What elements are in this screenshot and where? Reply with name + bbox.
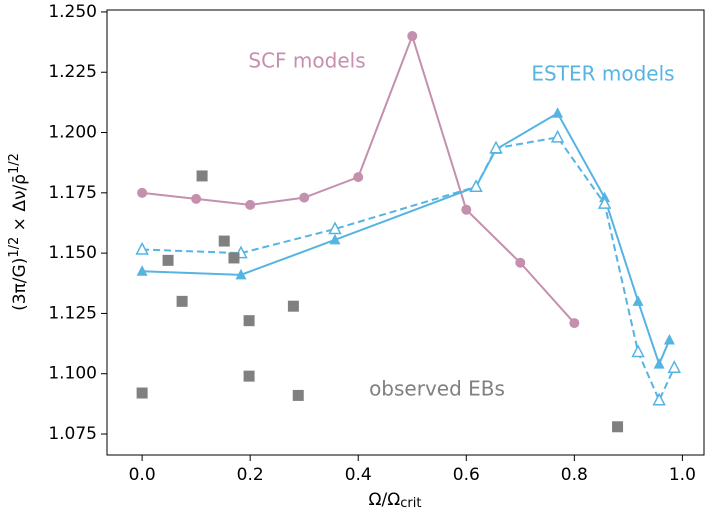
point (667, 360, 682, 373)
point (243, 370, 255, 382)
y-tick-label: 1.200 (48, 123, 97, 143)
point (663, 333, 675, 345)
point (329, 233, 341, 245)
x-axis-label-part: Ω/Ω (369, 490, 401, 510)
x-tick-label: 0.4 (345, 465, 372, 485)
y-tick-label: 1.075 (48, 424, 97, 444)
point (176, 295, 188, 307)
point (235, 268, 247, 280)
y-axis-label: (3π/G)1/2 × Δν/ρ̄1/2 (7, 153, 30, 311)
x-tick-label: 0.0 (129, 465, 156, 485)
point (245, 199, 256, 210)
point (489, 140, 503, 154)
y-tick-label: 1.250 (48, 2, 97, 22)
x-tick-label: 0.6 (453, 465, 480, 485)
point (597, 196, 612, 209)
point (136, 387, 148, 399)
point (243, 315, 255, 327)
point (632, 295, 644, 306)
x-tick-label: 0.8 (561, 465, 588, 485)
point (136, 265, 148, 276)
point (461, 204, 472, 215)
plot-frame (106, 9, 705, 456)
point (631, 344, 645, 358)
point (135, 241, 149, 255)
series-line (142, 111, 671, 367)
point (287, 300, 299, 312)
point (469, 179, 483, 193)
x-tick-label: 0.2 (237, 465, 264, 485)
y-tick-label: 1.100 (48, 364, 97, 384)
point (653, 358, 665, 369)
point (299, 192, 310, 203)
y-axis-label-part: 1/2 (7, 153, 22, 174)
point (569, 318, 580, 329)
point (328, 221, 342, 235)
point (612, 421, 624, 433)
point (550, 129, 565, 143)
y-tick-label: 1.125 (48, 303, 97, 323)
point (552, 107, 564, 118)
point (652, 392, 666, 406)
x-axis-label-part: crit (400, 496, 421, 511)
point (515, 257, 526, 268)
point (196, 170, 208, 182)
y-tick-label: 1.225 (48, 62, 97, 82)
point (162, 254, 174, 266)
point (218, 235, 230, 247)
point (137, 187, 148, 198)
series-annotation: ESTER models (531, 62, 674, 86)
point (191, 193, 202, 204)
y-tick-label: 1.150 (48, 243, 97, 263)
point (228, 252, 240, 264)
y-axis-label-part: 1/2 (7, 237, 22, 258)
x-axis-label: Ω/Ωcrit (369, 490, 422, 511)
point (407, 31, 418, 42)
series-line (142, 136, 676, 403)
series-annotation: observed EBs (369, 377, 505, 401)
point (353, 172, 364, 183)
x-tick-label: 1.0 (669, 465, 696, 485)
y-axis-label-part: (3π/G) (10, 258, 30, 311)
y-tick-label: 1.175 (48, 183, 97, 203)
series-annotation: SCF models (248, 49, 365, 73)
y-axis-label-part: × Δν/ρ̄ (10, 174, 30, 237)
point (292, 389, 304, 401)
